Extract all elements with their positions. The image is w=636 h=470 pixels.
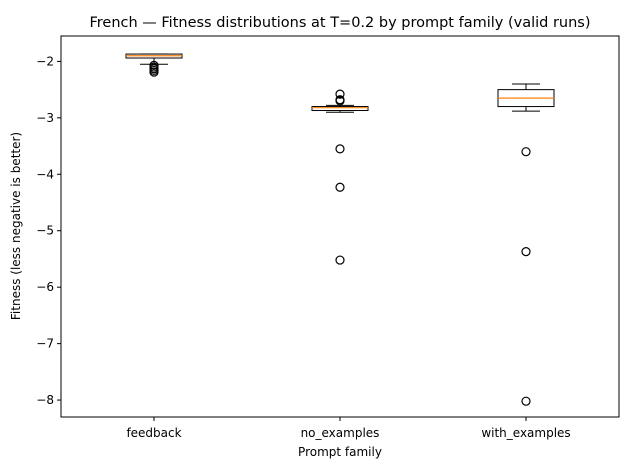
y-axis-label: Fitness (less negative is better) <box>9 132 23 320</box>
y-tick-label: −6 <box>36 280 54 294</box>
x-tick-label: feedback <box>126 426 181 440</box>
outlier-point <box>521 396 531 406</box>
x-axis-label: Prompt family <box>298 445 382 459</box>
x-axis: feedback no_examples with_examples <box>126 417 571 440</box>
y-tick-label: −8 <box>36 393 54 407</box>
y-tick-label: −4 <box>36 167 54 181</box>
x-tick-label: with_examples <box>481 426 570 440</box>
x-tick-label: no_examples <box>301 426 380 440</box>
outlier-point <box>521 147 531 157</box>
chart-title: French — Fitness distributions at T=0.2 … <box>89 15 590 31</box>
outlier-point <box>335 255 345 265</box>
y-tick-label: −7 <box>36 337 54 351</box>
y-axis: −2 −3 −4 −5 −6 −7 −8 <box>36 54 61 407</box>
box-group-feedback <box>125 53 183 77</box>
outlier-point <box>521 247 531 257</box>
outlier-point <box>335 96 345 106</box>
outlier-point <box>335 182 345 192</box>
y-tick-label: −2 <box>36 54 54 68</box>
y-tick-label: −5 <box>36 224 54 238</box>
y-tick-label: −3 <box>36 111 54 125</box>
outlier-point <box>335 89 345 99</box>
plot-frame <box>60 35 620 418</box>
box-group-no_examples <box>311 89 369 265</box>
plot-area <box>125 53 555 406</box>
box-group-with_examples <box>497 83 555 406</box>
outlier-point <box>149 67 159 77</box>
outlier-point <box>335 144 345 154</box>
iqr-box <box>311 106 369 112</box>
